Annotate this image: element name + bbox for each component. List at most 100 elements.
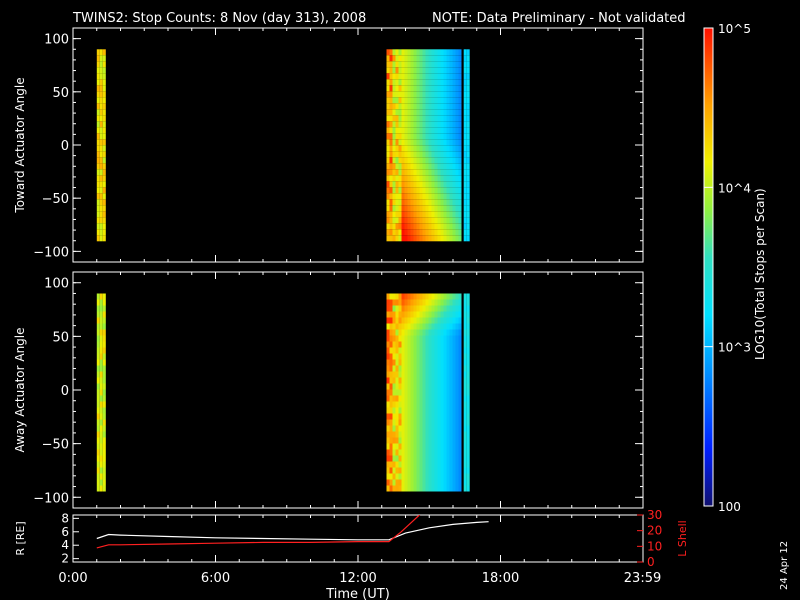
heatmap-cell xyxy=(437,121,441,128)
colorbar-tick-label: 10^3 xyxy=(718,341,751,355)
heatmap-cell xyxy=(422,341,426,348)
heatmap-cell xyxy=(455,305,459,312)
heatmap-cell xyxy=(452,79,456,86)
heatmap-cell xyxy=(96,461,100,468)
heatmap-cell xyxy=(431,449,435,456)
heatmap-cell xyxy=(449,449,453,456)
heatmap-cell xyxy=(386,151,390,158)
heatmap-cell xyxy=(449,169,453,176)
heatmap-cell xyxy=(452,449,456,456)
heatmap-cell xyxy=(446,323,450,330)
heatmap-cell xyxy=(389,425,393,432)
heatmap-cell xyxy=(99,109,103,116)
heatmap-cell xyxy=(407,461,411,468)
heatmap-cell xyxy=(463,199,467,206)
heatmap-cell xyxy=(422,317,426,324)
heatmap-cell xyxy=(401,353,405,360)
heatmap-cell xyxy=(440,305,444,312)
heatmap-cell xyxy=(455,103,459,110)
heatmap-cell xyxy=(407,85,411,92)
heatmap-cell xyxy=(404,91,408,98)
heatmap-cell xyxy=(404,217,408,224)
heatmap-cell xyxy=(401,377,405,384)
heatmap-cell xyxy=(392,169,396,176)
heatmap-cell xyxy=(463,347,467,354)
heatmap-cell xyxy=(404,299,408,306)
heatmap-cell xyxy=(386,85,390,92)
heatmap-cell xyxy=(404,419,408,426)
heatmap-cell xyxy=(434,67,438,74)
heatmap-cell xyxy=(398,229,402,236)
heatmap-cell xyxy=(395,61,399,68)
heatmap-cell xyxy=(431,365,435,372)
heatmap-cell xyxy=(466,485,470,492)
heatmap-cell xyxy=(452,479,456,486)
heatmap-cell xyxy=(386,329,390,336)
heatmap-cell xyxy=(458,305,462,312)
heatmap-cell xyxy=(386,175,390,182)
heatmap-cell xyxy=(401,85,405,92)
heatmap-cell xyxy=(428,365,432,372)
heatmap-cell xyxy=(466,359,470,366)
heatmap-cell xyxy=(398,163,402,170)
heatmap-cell xyxy=(395,187,399,194)
heatmap-cell xyxy=(440,217,444,224)
heatmap-cell xyxy=(401,413,405,420)
heatmap-cell xyxy=(404,323,408,330)
heatmap-cell xyxy=(401,479,405,486)
heatmap-cell xyxy=(449,103,453,110)
heatmap-cell xyxy=(419,85,423,92)
heatmap-cell xyxy=(419,139,423,146)
heatmap-cell xyxy=(443,449,447,456)
heatmap-cell xyxy=(422,371,426,378)
heatmap-cell xyxy=(392,317,396,324)
y-axis-label: R [RE] xyxy=(14,521,27,555)
heatmap-cell xyxy=(401,347,405,354)
heatmap-cell xyxy=(395,103,399,110)
heatmap-cell xyxy=(99,299,103,306)
heatmap-cell xyxy=(446,449,450,456)
heatmap-cell xyxy=(99,121,103,128)
heatmap-cell xyxy=(428,305,432,312)
heatmap-cell xyxy=(440,109,444,116)
heatmap-cell xyxy=(386,299,390,306)
heatmap-cell xyxy=(395,383,399,390)
plot-frame xyxy=(72,27,644,263)
heatmap-cell xyxy=(434,383,438,390)
heatmap-cell xyxy=(389,419,393,426)
heatmap-cell xyxy=(440,187,444,194)
heatmap-cell xyxy=(395,109,399,116)
heatmap-cell xyxy=(452,353,456,360)
heatmap-cell xyxy=(416,145,420,152)
heatmap-cell xyxy=(389,371,393,378)
heatmap-cell xyxy=(449,323,453,330)
heatmap-cell xyxy=(419,347,423,354)
heatmap-cell xyxy=(96,55,100,62)
heatmap-cell xyxy=(422,479,426,486)
heatmap-cell xyxy=(458,73,462,80)
heatmap-cell xyxy=(446,371,450,378)
heatmap-cell xyxy=(458,199,462,206)
heatmap-cell xyxy=(452,299,456,306)
heatmap-cell xyxy=(419,115,423,122)
heatmap-cell xyxy=(422,401,426,408)
heatmap-cell xyxy=(102,389,106,396)
heatmap-cell xyxy=(99,55,103,62)
heatmap-cell xyxy=(463,229,467,236)
heatmap-cell xyxy=(398,341,402,348)
heatmap-cell xyxy=(386,139,390,146)
heatmap-cell xyxy=(440,431,444,438)
heatmap-cell xyxy=(416,199,420,206)
heatmap-cell xyxy=(386,103,390,110)
heatmap-cell xyxy=(422,217,426,224)
heatmap-cell xyxy=(466,395,470,402)
heatmap-cell xyxy=(446,299,450,306)
heatmap-cell xyxy=(431,67,435,74)
heatmap-cell xyxy=(466,187,470,194)
heatmap-cell xyxy=(96,193,100,200)
heatmap-cell xyxy=(407,187,411,194)
heatmap-cell xyxy=(386,473,390,480)
heatmap-cell xyxy=(392,377,396,384)
heatmap-cell xyxy=(455,115,459,122)
